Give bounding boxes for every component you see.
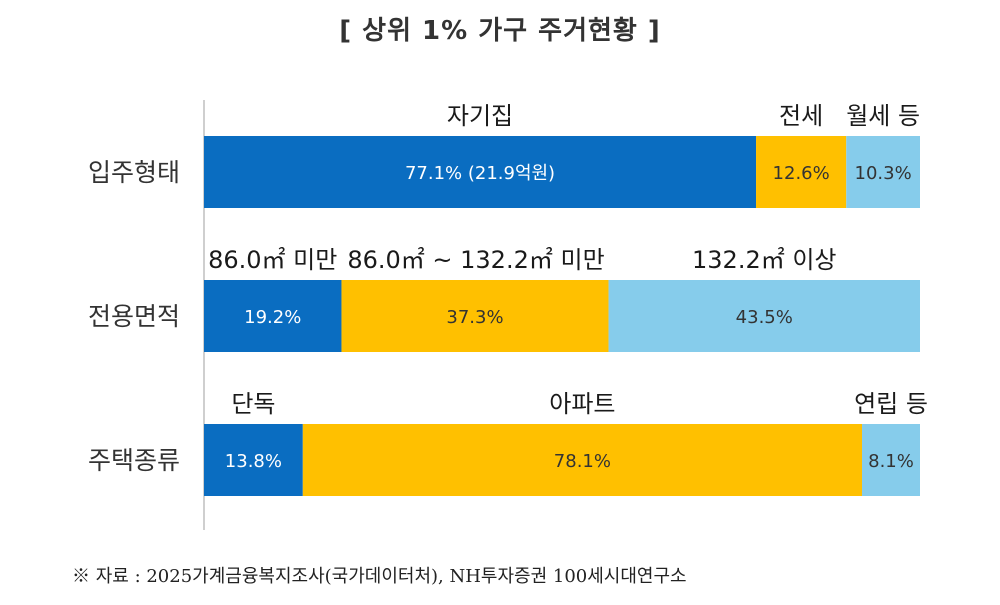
segment-name-label: 월세 등 — [846, 102, 920, 130]
segment-name-label: 86.0㎡ 미만 — [208, 246, 337, 274]
bar-segment — [862, 424, 920, 496]
value-label: 12.6% — [773, 163, 830, 184]
chart-title: [ 상위 1% 가구 주거현황 ] — [339, 16, 661, 46]
value-label: 10.3% — [855, 163, 912, 184]
value-label: 43.5% — [736, 307, 793, 328]
value-label: 13.8% — [225, 451, 282, 472]
bar-segment — [204, 424, 303, 496]
bar-segment — [204, 280, 342, 352]
bar-segment — [756, 136, 847, 208]
bar-segment — [846, 136, 920, 208]
segment-name-label: 86.0㎡ ~ 132.2㎡ 미만 — [347, 246, 604, 274]
value-label: 37.3% — [446, 307, 503, 328]
value-label: 8.1% — [868, 451, 914, 472]
segment-name-label: 132.2㎡ 이상 — [692, 246, 837, 274]
value-label: 78.1% — [554, 451, 611, 472]
bar-segment — [341, 280, 609, 352]
value-label: 19.2% — [244, 307, 301, 328]
category-label: 입주형태 — [88, 158, 180, 187]
source-note: ※ 자료 : 2025가계금융복지조사(국가데이터처), NH투자증권 100세… — [72, 566, 687, 587]
segment-name-label: 전세 — [779, 102, 823, 130]
bar-segment — [608, 280, 920, 352]
segment-name-label: 연립 등 — [854, 390, 928, 418]
bar-segment — [204, 136, 757, 208]
category-label: 주택종류 — [88, 446, 180, 475]
value-label: 77.1% (21.9억원) — [405, 163, 555, 184]
stacked-bar-chart: 입주형태 77.1% (21.9억원) 12.6% 10.3% 자기집 전세 월세 등전용면… — [88, 100, 928, 530]
segment-name-label: 자기집 — [447, 102, 513, 130]
segment-name-label: 단독 — [231, 390, 275, 418]
category-label: 전용면적 — [88, 302, 180, 331]
segment-name-label: 아파트 — [549, 390, 615, 418]
bar-segment — [302, 424, 863, 496]
